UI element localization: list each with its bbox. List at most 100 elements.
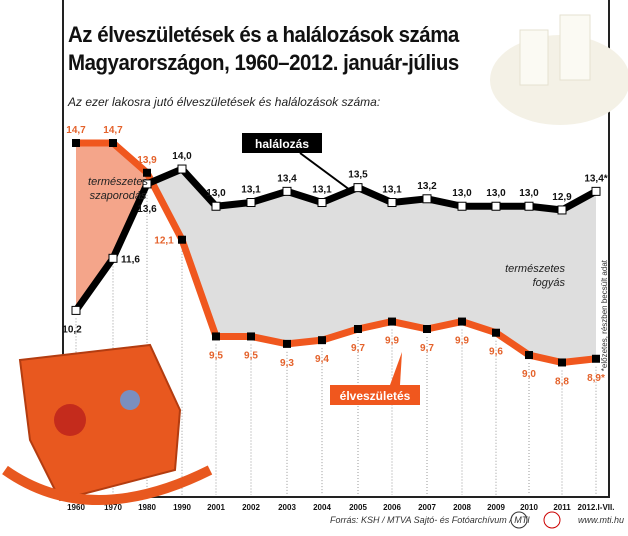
birth-value-label: 9,0 [522,369,536,380]
death-point [246,198,256,208]
death-value-label: 13,0 [486,188,506,199]
decline-annotation: természetes [505,263,565,275]
death-point [282,186,292,196]
x-tick-label: 2010 [520,503,538,512]
birth-pointer [390,352,402,385]
chart-title-line2: Magyarországon, 1960–2012. január-július [68,50,459,75]
death-point [557,205,567,215]
birth-value-label: 9,5 [209,350,223,361]
x-tick-label: 2002 [242,503,260,512]
death-legend-label: halálozás [255,137,309,151]
x-tick-label: 2006 [383,503,401,512]
death-point [108,253,118,263]
birth-point [212,332,220,341]
birth-point [458,317,466,326]
birth-value-label: 9,7 [420,343,434,354]
death-line [73,165,598,313]
chart-title-line1: Az élveszületések és a halálozások száma [68,22,459,47]
death-value-label: 13,0 [519,188,539,199]
candle-icon [559,14,591,81]
website-text: www.mti.hu [578,515,625,525]
cradle-ornament [54,404,86,436]
birth-point [318,336,326,345]
birth-legend-label: élveszületés [340,389,411,403]
birth-value-label: 9,3 [280,358,294,369]
birth-value-label: 9,4 [315,354,329,365]
death-point [387,198,397,208]
death-value-label: 12,9 [552,192,572,203]
death-point [317,198,327,208]
death-value-label: 13,1 [382,185,402,196]
birth-point [247,332,255,341]
death-point [422,194,432,204]
birth-point [72,139,80,147]
death-point [211,201,221,211]
death-value-label: 13,0 [452,188,472,199]
birth-value-label: 9,9 [455,336,469,347]
death-value-label: 13,4* [584,173,607,184]
x-tick-label: 2008 [453,503,471,512]
x-tick-label: 1990 [173,503,191,512]
chart-frame [62,0,610,498]
candles-image [490,35,628,125]
x-tick-label: 1980 [138,503,156,512]
death-value-label: 13,0 [206,188,226,199]
birth-point [178,235,186,244]
footnote: *előzetes, részben becsült adat [600,260,609,372]
birth-value-label: 13,9 [137,155,157,166]
birth-point [283,339,291,348]
cradle-rocker [2,465,213,505]
birth-value-label: 14,7 [66,125,86,136]
natural-decline-area [147,169,596,363]
death-legend-tag [242,133,322,153]
birth-point [109,139,117,147]
death-value-label: 11,6 [121,254,140,265]
death-value-label: 13,5 [348,170,368,181]
death-point [524,201,534,211]
birth-point [525,351,533,360]
birth-value-label: 9,5 [244,350,258,361]
death-pointer [299,152,351,191]
birth-value-label: 9,9 [385,336,399,347]
birth-point [354,325,362,333]
death-value-label: 10,2 [62,324,82,335]
death-value-label: 13,4 [277,173,297,184]
birth-point [592,354,600,363]
birth-value-label: 14,7 [103,125,123,136]
x-tick-label: 2007 [418,503,436,512]
birth-value-label: 9,7 [351,343,365,354]
x-tick-label: 2004 [313,503,331,512]
birth-value-label: 8,8 [555,376,569,387]
natural-growth-area [76,143,147,311]
x-tick-label: 2005 [349,503,367,512]
growth-annotation: szaporodás [90,190,147,202]
death-point [591,186,601,196]
x-tick-label: 2009 [487,503,505,512]
birth-point [388,317,396,326]
birth-point [423,325,431,333]
x-tick-label: 2011 [553,503,571,512]
death-point [457,201,467,211]
death-point [71,305,81,315]
birth-legend-tag [330,385,420,405]
x-tick-label: 2012.I-VII. [578,503,615,512]
death-value-label: 13,2 [417,181,437,192]
birth-value-label: 12,1 [154,236,174,247]
birth-value-label: 8,9* [587,373,605,384]
cradle-image [18,343,182,502]
decline-annotation: fogyás [533,277,566,289]
growth-annotation: természetes [88,176,148,188]
birth-value-label: 9,6 [489,347,503,358]
mti-logo [543,511,561,529]
death-value-label: 13,1 [312,185,332,196]
candle-icon [519,29,549,86]
death-value-label: 13,6 [137,204,157,215]
chart-subtitle: Az ezer lakosra jutó élveszületések és h… [68,95,381,109]
x-tick-label: 2001 [207,503,225,512]
death-point [353,183,363,193]
death-point [491,201,501,211]
death-value-label: 13,1 [241,185,261,196]
mtva-logo [510,511,528,529]
birth-point [558,358,566,367]
